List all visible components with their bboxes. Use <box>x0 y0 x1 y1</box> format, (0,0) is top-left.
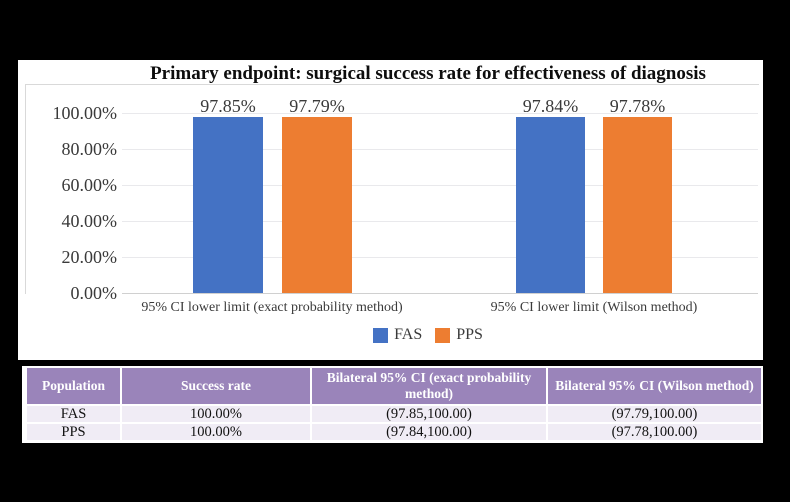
gridline-20 <box>122 257 758 258</box>
y-axis-tick-label: 20.00% <box>61 247 118 267</box>
bar-pps-exact <box>282 117 352 293</box>
table-row-fas: FAS 100.00% (97.85,100.00) (97.79,100.00… <box>27 406 761 422</box>
cell-ci-wilson: (97.79,100.00) <box>548 406 761 422</box>
y-axis-tick-label: 100.00% <box>52 103 118 123</box>
column-header-ci-wilson: Bilateral 95% CI (Wilson method) <box>548 368 761 404</box>
legend-item-pps: PPS <box>435 326 483 344</box>
cell-ci-exact: (97.84,100.00) <box>312 424 548 440</box>
y-axis-tick-label: 0.00% <box>70 283 118 303</box>
x-category-label-exact: 95% CI lower limit (exact probability me… <box>141 300 403 315</box>
bar-value-label: 97.84% <box>522 96 579 116</box>
cell-success-rate: 100.00% <box>122 424 312 440</box>
x-category-label-wilson: 95% CI lower limit (Wilson method) <box>490 300 698 315</box>
legend-pps-swatch <box>435 327 451 343</box>
column-header-success-rate: Success rate <box>122 368 312 404</box>
y-axis-tick-label: 80.00% <box>61 139 118 159</box>
bar-value-label: 97.78% <box>609 96 666 116</box>
bar-pps-wilson <box>603 117 672 293</box>
y-axis-tick-label: 40.00% <box>61 211 118 231</box>
results-table: Population Success rate Bilateral 95% CI… <box>27 368 761 440</box>
gridline-40 <box>122 221 758 222</box>
cell-population: FAS <box>27 406 122 422</box>
chart-legend: FAS PPS <box>93 325 763 345</box>
column-header-population: Population <box>27 368 122 404</box>
legend-item-fas: FAS <box>373 326 422 344</box>
legend-fas-swatch <box>373 327 389 343</box>
results-table-panel: Population Success rate Bilateral 95% CI… <box>22 366 763 443</box>
gridline-60 <box>122 185 758 186</box>
legend-fas-label: FAS <box>394 326 423 343</box>
chart-panel: Primary endpoint: surgical success rate … <box>18 60 763 360</box>
cell-ci-exact: (97.85,100.00) <box>312 406 548 422</box>
chart-title: Primary endpoint: surgical success rate … <box>150 63 706 84</box>
column-header-ci-exact: Bilateral 95% CI (exact probability meth… <box>312 368 548 404</box>
cell-success-rate: 100.00% <box>122 406 312 422</box>
x-axis-line <box>122 293 758 294</box>
bar-value-label: 97.85% <box>200 96 256 116</box>
cell-ci-wilson: (97.78,100.00) <box>548 424 761 440</box>
gridline-80 <box>122 149 758 150</box>
cell-population: PPS <box>27 424 122 440</box>
gridline-100 <box>122 113 758 114</box>
y-axis-tick-label: 60.00% <box>61 175 118 195</box>
legend-pps-label: PPS <box>456 326 483 343</box>
bar-value-label: 97.79% <box>289 96 345 116</box>
bar-fas-wilson <box>516 116 585 293</box>
table-row-pps: PPS 100.00% (97.84,100.00) (97.78,100.00… <box>27 424 761 440</box>
plot-area <box>25 84 759 294</box>
bar-fas-exact <box>193 116 263 293</box>
table-header-row: Population Success rate Bilateral 95% CI… <box>27 368 761 404</box>
